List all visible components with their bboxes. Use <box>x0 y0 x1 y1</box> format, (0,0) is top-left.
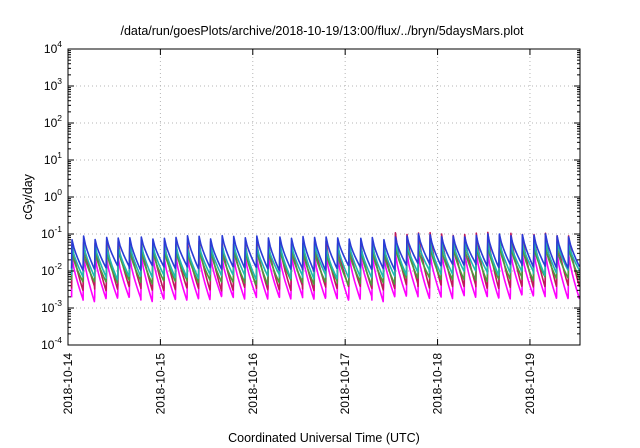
grid <box>68 49 580 345</box>
series-line <box>70 233 581 272</box>
y-tick-label: 10-2 <box>41 261 62 278</box>
series-line <box>70 244 581 286</box>
y-tick-label: 101 <box>44 150 62 167</box>
y-axis: 10-4 10-3 10-2 10-1 100 101 102 103 104 <box>41 39 580 352</box>
y-tick-label: 10-1 <box>41 224 62 241</box>
x-tick-label: 2018-10-17 <box>338 353 352 415</box>
x-axis-label: Coordinated Universal Time (UTC) <box>228 431 420 445</box>
x-tick-label: 2018-10-15 <box>153 353 167 415</box>
series-line <box>70 250 581 303</box>
series-line <box>70 239 581 281</box>
y-tick-label: 102 <box>44 113 62 130</box>
x-tick-label: 2018-10-14 <box>61 353 75 415</box>
x-tick-label: 2018-10-19 <box>523 353 537 415</box>
plot-area <box>70 231 581 303</box>
y-tick-label: 104 <box>44 39 62 56</box>
y-tick-label: 10-3 <box>41 298 62 315</box>
x-tick-label: 2018-10-16 <box>246 353 260 415</box>
y-tick-label: 100 <box>44 187 62 204</box>
y-tick-label: 103 <box>44 76 62 93</box>
chart-title: /data/run/goesPlots/archive/2018-10-19/1… <box>120 24 524 38</box>
x-tick-label: 2018-10-18 <box>431 353 445 415</box>
y-tick-label: 10-4 <box>41 335 62 352</box>
y-axis-label: cGy/day <box>21 173 35 220</box>
x-axis: 2018-10-14 2018-10-15 2018-10-16 2018-10-17… <box>61 49 537 414</box>
